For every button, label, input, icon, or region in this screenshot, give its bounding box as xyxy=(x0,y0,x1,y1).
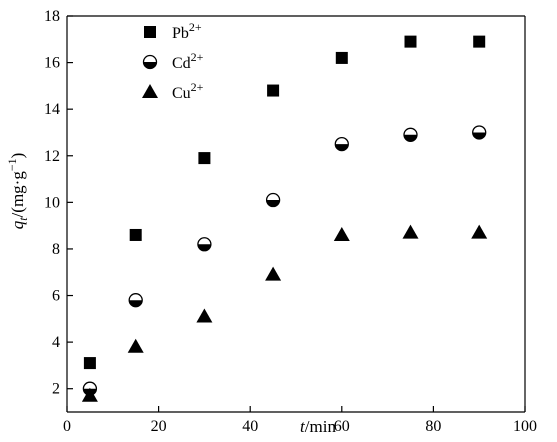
pb-data-point xyxy=(473,35,486,48)
y-axis-title: qt/(mg·g−1) xyxy=(5,153,30,230)
pb-legend-marker xyxy=(144,26,156,38)
cu-data-point xyxy=(333,226,350,241)
x-tick-label: 40 xyxy=(242,418,258,435)
y-tick-label: 2 xyxy=(52,381,60,398)
y-tick-label: 18 xyxy=(44,8,60,25)
marker-fill xyxy=(143,62,157,69)
marker-fill xyxy=(335,144,349,151)
axes xyxy=(66,15,526,413)
pb-data-point xyxy=(267,84,280,97)
pb-legend-label: Pb2+ xyxy=(172,20,202,42)
marker-fill xyxy=(472,132,486,139)
y-tick-label: 8 xyxy=(52,241,60,258)
y-tick-label: 4 xyxy=(52,334,60,351)
cd-data-point xyxy=(334,136,349,152)
marker-fill xyxy=(197,244,211,251)
cd-data-point xyxy=(472,125,487,140)
cu-data-point xyxy=(196,308,213,323)
cu-data-point xyxy=(471,224,488,239)
x-axis-title: t/min xyxy=(300,417,336,436)
marker-fill xyxy=(129,300,143,307)
x-tick-label: 80 xyxy=(425,418,441,435)
cu-legend-label: Cu2+ xyxy=(172,80,204,102)
marker-fill xyxy=(404,134,417,142)
pb-data-point xyxy=(83,357,96,370)
tick-labels: 0 20 40 60 80 100 2 4 6 8 10 12 14 16 18 xyxy=(44,8,537,435)
cd-legend-label: Cd2+ xyxy=(172,50,204,72)
cu-data-point xyxy=(81,387,98,402)
data-points xyxy=(81,35,488,402)
y-tick-label: 10 xyxy=(44,194,60,211)
x-tick-label: 100 xyxy=(513,418,537,435)
cd-data-point xyxy=(128,293,143,308)
cu-legend-marker xyxy=(142,84,158,98)
x-tick-label: 20 xyxy=(151,418,167,435)
pb-data-point xyxy=(404,35,417,48)
cu-data-point xyxy=(265,266,282,281)
cd-legend-marker xyxy=(142,54,158,70)
y-tick-label: 12 xyxy=(44,148,60,165)
cd-data-point xyxy=(265,192,281,208)
cd-data-point xyxy=(197,237,212,252)
cd-data-point xyxy=(403,127,418,142)
y-tick-label: 16 xyxy=(44,55,60,72)
y-tick-label: 6 xyxy=(52,288,60,305)
x-tick-label: 60 xyxy=(334,418,350,435)
cu-data-point xyxy=(402,224,419,239)
cu-data-point xyxy=(127,338,144,353)
marker-fill xyxy=(266,200,280,207)
y-tick-label: 14 xyxy=(44,101,60,118)
pb-data-point xyxy=(335,51,348,64)
legend: Pb2+ Cd2+ Cu2+ xyxy=(142,20,204,102)
pb-data-point xyxy=(198,152,211,165)
pb-data-point xyxy=(129,228,142,241)
x-tick-label: 0 xyxy=(63,418,71,435)
tick-marks xyxy=(66,15,526,412)
